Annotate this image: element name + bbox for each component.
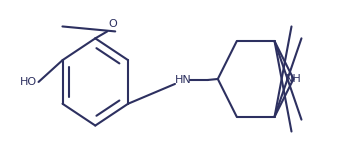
Text: HO: HO <box>19 77 37 87</box>
Text: HN: HN <box>175 75 192 85</box>
Text: NH: NH <box>285 74 301 84</box>
Text: O: O <box>108 19 117 29</box>
